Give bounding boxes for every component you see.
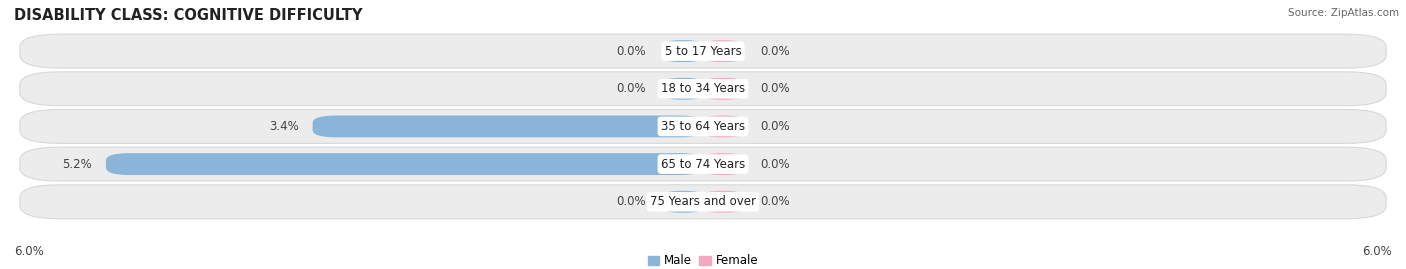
- Text: 5.2%: 5.2%: [62, 158, 93, 171]
- Text: 0.0%: 0.0%: [761, 120, 790, 133]
- Text: 0.0%: 0.0%: [616, 45, 645, 58]
- FancyBboxPatch shape: [105, 153, 703, 175]
- Text: 0.0%: 0.0%: [761, 158, 790, 171]
- FancyBboxPatch shape: [703, 191, 744, 213]
- Text: 6.0%: 6.0%: [1362, 245, 1392, 258]
- FancyBboxPatch shape: [703, 115, 744, 137]
- FancyBboxPatch shape: [20, 72, 1386, 106]
- Text: Source: ZipAtlas.com: Source: ZipAtlas.com: [1288, 8, 1399, 18]
- Text: DISABILITY CLASS: COGNITIVE DIFFICULTY: DISABILITY CLASS: COGNITIVE DIFFICULTY: [14, 8, 363, 23]
- FancyBboxPatch shape: [703, 40, 744, 62]
- FancyBboxPatch shape: [662, 40, 703, 62]
- FancyBboxPatch shape: [20, 34, 1386, 68]
- FancyBboxPatch shape: [662, 78, 703, 100]
- Text: 3.4%: 3.4%: [269, 120, 299, 133]
- FancyBboxPatch shape: [703, 153, 744, 175]
- Text: 18 to 34 Years: 18 to 34 Years: [661, 82, 745, 95]
- FancyBboxPatch shape: [20, 185, 1386, 219]
- Legend: Male, Female: Male, Female: [648, 254, 758, 267]
- FancyBboxPatch shape: [20, 109, 1386, 143]
- Text: 65 to 74 Years: 65 to 74 Years: [661, 158, 745, 171]
- Text: 0.0%: 0.0%: [761, 82, 790, 95]
- Text: 0.0%: 0.0%: [616, 82, 645, 95]
- Text: 0.0%: 0.0%: [616, 195, 645, 208]
- Text: 75 Years and over: 75 Years and over: [650, 195, 756, 208]
- Text: 5 to 17 Years: 5 to 17 Years: [665, 45, 741, 58]
- FancyBboxPatch shape: [703, 78, 744, 100]
- Text: 35 to 64 Years: 35 to 64 Years: [661, 120, 745, 133]
- FancyBboxPatch shape: [662, 191, 703, 213]
- FancyBboxPatch shape: [20, 147, 1386, 181]
- FancyBboxPatch shape: [312, 115, 703, 137]
- Text: 0.0%: 0.0%: [761, 195, 790, 208]
- Text: 6.0%: 6.0%: [14, 245, 44, 258]
- Text: 0.0%: 0.0%: [761, 45, 790, 58]
